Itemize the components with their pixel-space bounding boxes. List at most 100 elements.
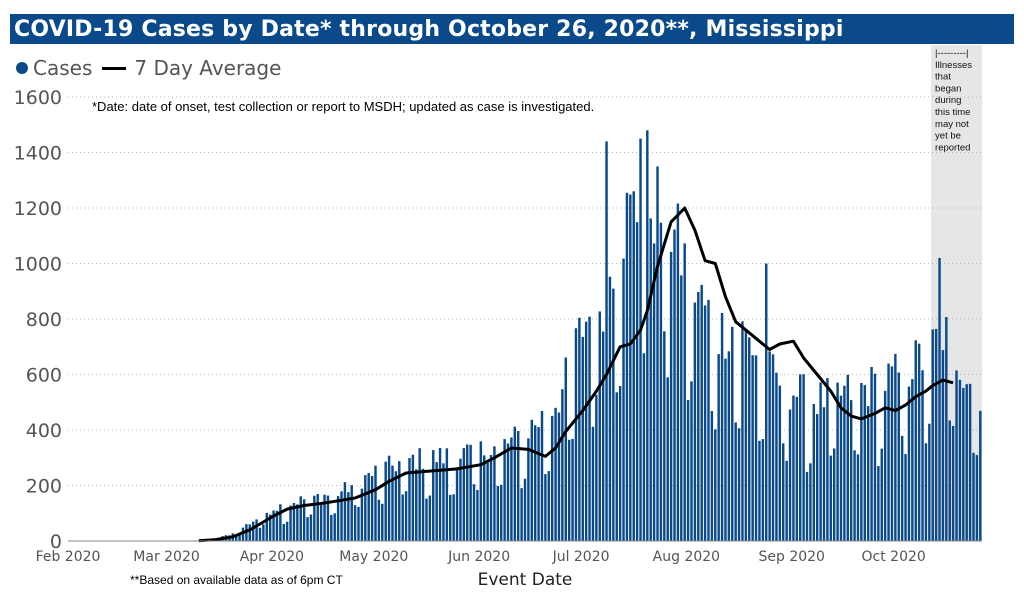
case-bar [452, 494, 455, 541]
case-bar [880, 448, 883, 541]
case-bar [690, 381, 693, 541]
case-bar [809, 463, 812, 541]
case-bar [805, 471, 809, 541]
shaded-note-line: reported [935, 142, 970, 153]
case-bar [377, 499, 381, 541]
case-bar [724, 358, 727, 541]
case-bar [775, 372, 778, 541]
case-bar [360, 488, 364, 541]
case-bar [676, 203, 680, 541]
case-bar [914, 340, 917, 541]
case-bar [663, 331, 666, 541]
case-bar [472, 484, 476, 541]
case-bar [309, 514, 313, 541]
chart-title: COVID-19 Cases by Date* through October … [14, 17, 844, 42]
case-bar [782, 443, 785, 541]
case-bar [832, 448, 836, 541]
legend-cases-label: Cases [33, 56, 93, 80]
case-bar [442, 463, 445, 541]
case-bar [948, 420, 951, 541]
case-bar [265, 512, 268, 541]
case-bar [652, 243, 656, 541]
case-bar [479, 441, 483, 541]
case-bar [965, 384, 968, 541]
case-bar [907, 386, 911, 541]
case-bar [330, 514, 333, 541]
case-bar [357, 506, 360, 541]
case-bar [564, 357, 567, 541]
case-bar [455, 467, 459, 541]
case-bar [618, 386, 622, 541]
y-tick-label: 800 [26, 309, 62, 331]
case-bar [822, 407, 826, 541]
case-bar [398, 461, 401, 541]
case-bar [646, 130, 649, 542]
case-bar [428, 495, 432, 541]
case-bar [815, 414, 819, 541]
case-bar [917, 343, 921, 541]
case-bar [802, 374, 805, 541]
case-bar [601, 331, 605, 541]
case-bar [527, 438, 530, 541]
y-tick-label: 600 [26, 365, 62, 387]
case-bar [364, 475, 367, 541]
legend-avg-label: 7 Day Average [134, 56, 282, 80]
case-bar [584, 321, 588, 541]
case-bar [302, 499, 306, 541]
x-tick-label: Jun 2020 [447, 549, 510, 565]
case-bar [887, 363, 890, 541]
case-bar [510, 437, 513, 541]
case-bar [863, 385, 867, 541]
shaded-note-line: this time [935, 107, 970, 118]
axis-layer: 0 200 400 600 800 1000 1200 1400 1600 Feb 2020 Mar… [14, 87, 982, 565]
case-bar [737, 428, 741, 541]
case-bar [693, 302, 697, 541]
case-bar [934, 328, 938, 541]
note-bottom: **Based on available data as of 6pm CT [130, 573, 343, 587]
case-bar [289, 505, 292, 541]
case-bar [323, 494, 326, 541]
case-bar [262, 524, 265, 541]
case-bar [462, 448, 466, 541]
shaded-note-line: |---------| [935, 48, 968, 59]
case-bar [605, 141, 608, 541]
case-bar [656, 166, 659, 542]
case-bar [979, 410, 982, 541]
case-bar [595, 394, 598, 541]
y-tick-label: 1000 [14, 254, 62, 276]
case-bar [911, 379, 914, 541]
case-bar [503, 439, 506, 541]
case-bar [792, 395, 795, 541]
case-bar [635, 222, 639, 541]
case-bar [860, 382, 863, 541]
case-bar [561, 389, 564, 541]
case-bar [415, 469, 418, 541]
case-bar [285, 521, 289, 541]
legend-avg-marker [102, 66, 127, 70]
case-bar [557, 412, 561, 541]
case-bar [421, 468, 425, 541]
shaded-note-line: began [935, 83, 961, 94]
case-bar [520, 488, 523, 541]
case-bar [771, 354, 775, 541]
case-bar [819, 382, 822, 541]
line-layer [198, 206, 954, 543]
y-tick-label: 1200 [14, 198, 62, 220]
case-bar [829, 455, 833, 541]
case-bar [408, 458, 411, 541]
case-bar [849, 400, 853, 541]
case-bar [547, 471, 551, 541]
case-bar [731, 326, 734, 541]
case-bar [968, 383, 972, 541]
case-bar [483, 455, 486, 541]
case-bar [765, 263, 768, 541]
case-bar [313, 495, 316, 541]
case-bar [951, 425, 955, 541]
case-bar [466, 444, 469, 541]
case-bar [666, 377, 669, 541]
case-bar [924, 443, 928, 541]
case-bar [812, 404, 816, 541]
case-bar [238, 534, 241, 541]
case-bar [540, 410, 544, 541]
case-bar [333, 513, 336, 541]
